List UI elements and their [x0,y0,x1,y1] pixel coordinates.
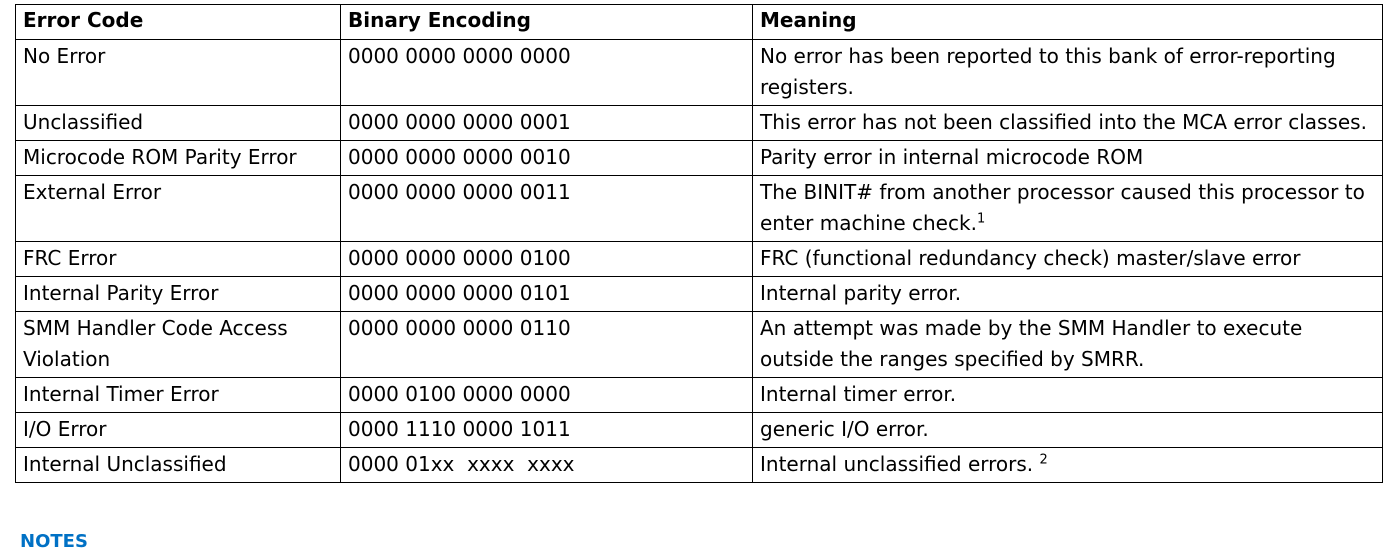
binary-encoding-cell: 0000 0000 0000 0110 [340,311,753,378]
meaning-text: No error has been reported to this bank … [760,44,1336,99]
meaning-cell: This error has not been classified into … [752,105,1383,141]
meaning-text: Parity error in internal microcode ROM [760,145,1144,169]
binary-encoding-cell: 0000 0000 0000 0001 [340,105,753,141]
binary-encoding-cell: 0000 0000 0000 0101 [340,276,753,312]
error-code-cell: Internal Unclassified [15,447,341,483]
error-code-cell: No Error [15,39,341,106]
meaning-text: An attempt was made by the SMM Handler t… [760,316,1303,371]
table-row: Unclassified 0000 0000 0000 0001 This er… [15,105,1383,141]
error-code-cell: I/O Error [15,412,341,448]
table-row: SMM Handler Code Access Violation 0000 0… [15,311,1383,378]
footnote-marker: 1 [976,211,986,227]
table-row: I/O Error 0000 1110 0000 1011 generic I/… [15,412,1383,448]
header-binary-encoding: Binary Encoding [340,4,753,40]
meaning-text: Internal parity error. [760,281,962,305]
error-code-table: Error Code Binary Encoding Meaning No Er… [15,4,1383,483]
binary-encoding-cell: 0000 0000 0000 0000 [340,39,753,106]
meaning-cell: No error has been reported to this bank … [752,39,1383,106]
table-header-row: Error Code Binary Encoding Meaning [15,4,1383,40]
binary-encoding-cell: 0000 0000 0000 0011 [340,175,753,242]
header-meaning: Meaning [752,4,1383,40]
meaning-cell: FRC (functional redundancy check) master… [752,241,1383,277]
header-error-code: Error Code [15,4,341,40]
table-row: Internal Parity Error 0000 0000 0000 010… [15,276,1383,312]
meaning-cell: An attempt was made by the SMM Handler t… [752,311,1383,378]
error-code-cell: Internal Parity Error [15,276,341,312]
error-code-cell: Internal Timer Error [15,377,341,413]
meaning-text: Internal timer error. [760,382,957,406]
error-code-cell: Microcode ROM Parity Error [15,140,341,176]
error-code-cell: External Error [15,175,341,242]
meaning-text: Internal unclassified errors. [760,452,1040,476]
binary-encoding-cell: 0000 0000 0000 0010 [340,140,753,176]
meaning-cell: Parity error in internal microcode ROM [752,140,1383,176]
binary-encoding-cell: 0000 0000 0000 0100 [340,241,753,277]
table-row: Internal Unclassified 0000 01xx xxxx xxx… [15,447,1383,483]
meaning-text: This error has not been classified into … [760,110,1367,134]
meaning-cell: The BINIT# from another processor caused… [752,175,1383,242]
table-row: External Error 0000 0000 0000 0011 The B… [15,175,1383,242]
meaning-text: The BINIT# from another processor caused… [760,180,1365,235]
binary-encoding-cell: 0000 1110 0000 1011 [340,412,753,448]
footnote-marker: 2 [1039,452,1048,468]
table-row: Microcode ROM Parity Error 0000 0000 000… [15,140,1383,176]
table-row: Internal Timer Error 0000 0100 0000 0000… [15,377,1383,413]
table-row: FRC Error 0000 0000 0000 0100 FRC (funct… [15,241,1383,277]
error-code-cell: SMM Handler Code Access Violation [15,311,341,378]
meaning-cell: Internal parity error. [752,276,1383,312]
table-row: No Error 0000 0000 0000 0000 No error ha… [15,39,1383,106]
binary-encoding-cell: 0000 0100 0000 0000 [340,377,753,413]
meaning-cell: Internal unclassified errors. 2 [752,447,1383,483]
binary-encoding-cell: 0000 01xx xxxx xxxx [340,447,753,483]
notes-heading: NOTES [20,531,88,552]
error-code-cell: Unclassified [15,105,341,141]
error-code-cell: FRC Error [15,241,341,277]
meaning-cell: generic I/O error. [752,412,1383,448]
meaning-text: FRC (functional redundancy check) master… [760,246,1301,270]
meaning-text: generic I/O error. [760,417,929,441]
meaning-cell: Internal timer error. [752,377,1383,413]
